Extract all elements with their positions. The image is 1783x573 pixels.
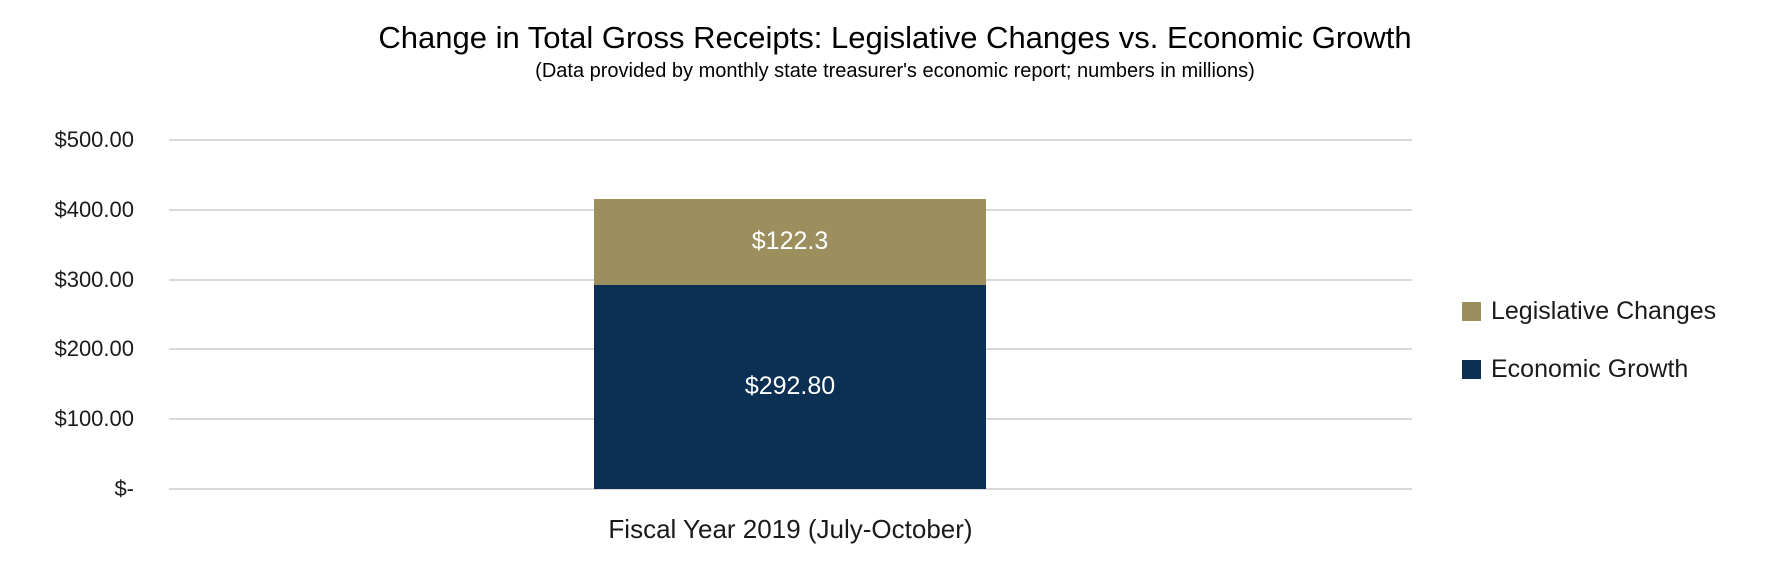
bar-stack: $292.80 $122.3 [594,199,986,489]
legend-label-economic-growth: Economic Growth [1491,354,1689,383]
legend-item-economic-growth: Economic Growth [1462,355,1716,383]
y-tick-label-500: $500.00 [54,127,134,152]
y-tick-label-200: $200.00 [54,336,134,362]
y-tick-label-300: $300.00 [54,266,134,292]
plot-area: $292.80 $122.3 [169,139,1412,490]
y-tick-label-0: $- [114,476,134,501]
y-tick-label-100: $100.00 [54,406,134,432]
bar-data-label-legislative-changes: $122.3 [751,227,829,256]
gridline-500 [169,139,1412,141]
y-tick-label-400: $400.00 [54,196,134,222]
bar-data-label-economic-growth: $292.80 [744,372,836,401]
legend-swatch-icon-legislative-changes [1462,301,1481,321]
chart-title: Change in Total Gross Receipts: Legislat… [378,20,1412,55]
x-axis-category-label: Fiscal Year 2019 (July-October) [608,514,973,544]
legend-swatch-icon-economic-growth [1462,359,1481,379]
legend-label-legislative-changes: Legislative Changes [1491,296,1717,325]
y-axis: $- $100.00 $200.00 $300.00 $400.00 $500.00 [0,127,134,501]
legend-item-legislative-changes: Legislative Changes [1462,297,1716,325]
bar-segment-economic-growth: $292.80 [594,284,986,489]
bar-segment-legislative-changes: $122.3 [594,199,986,285]
gridline-0 [169,488,1412,490]
legend: Legislative Changes Economic Growth [1462,297,1716,383]
chart-subtitle: (Data provided by monthly state treasure… [535,60,1255,82]
